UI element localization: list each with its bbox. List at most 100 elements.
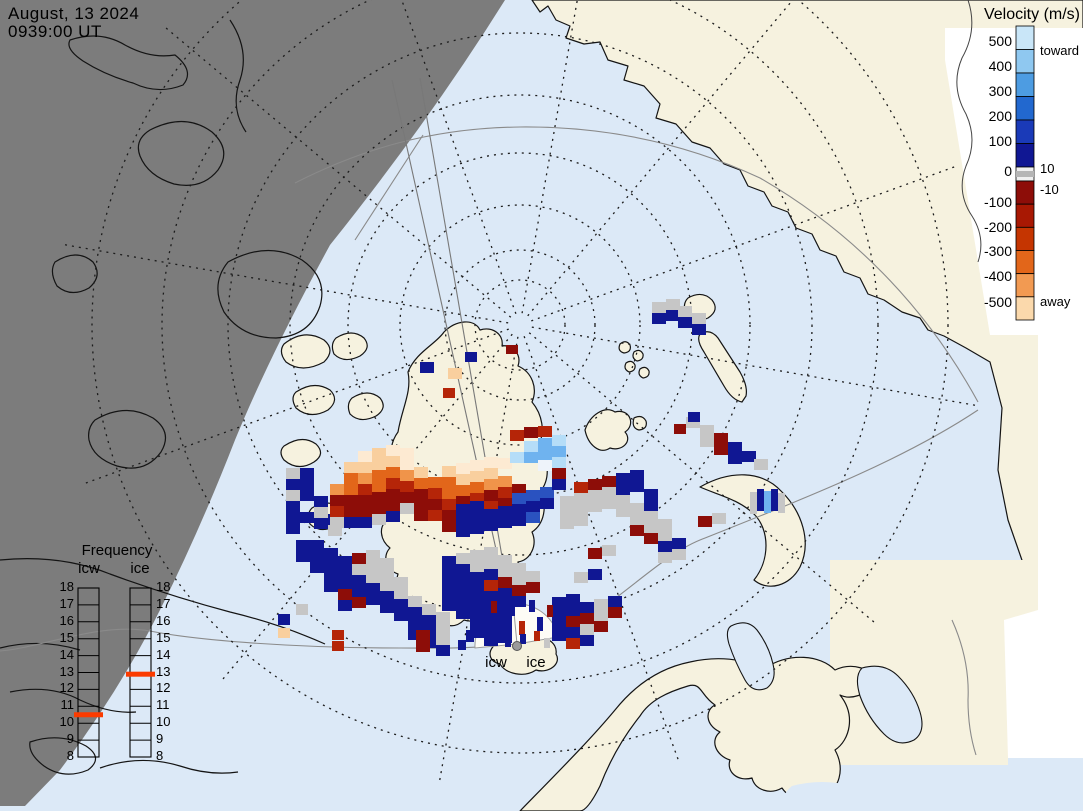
velocity-cell [652, 302, 666, 313]
mlt-spoke [527, 0, 794, 317]
water-details [726, 622, 1002, 811]
velocity-cell [366, 561, 380, 572]
velocity-cell [526, 501, 540, 512]
mlt-spoke [531, 166, 955, 322]
velocity-cell [456, 586, 470, 597]
velocity-cell [286, 512, 300, 523]
velocity-cell [456, 564, 470, 575]
velocity-cell [448, 368, 462, 379]
velocity-cell [484, 501, 498, 512]
velocity-cell [394, 599, 408, 610]
velocity-cell [386, 467, 400, 478]
velocity-cell [510, 430, 524, 441]
frequency-scale-value: 16 [156, 612, 171, 628]
velocity-cell [338, 589, 352, 600]
velocity-cell [286, 479, 300, 490]
velocity-cell [644, 500, 658, 511]
velocity-cell [456, 597, 470, 608]
velocity-cell [310, 540, 324, 551]
colorbar-away-label: away [1040, 294, 1071, 309]
frequency-scale-value: 11 [156, 697, 170, 713]
velocity-cell [498, 506, 512, 517]
velocity-cell [566, 594, 580, 605]
colorbar-cell-away [1015, 203, 1035, 228]
velocity-cell [526, 582, 540, 593]
velocity-cell [552, 446, 566, 457]
frequency-scale-value: 17 [156, 595, 171, 611]
velocity-cell [512, 585, 526, 596]
velocity-cell [470, 605, 484, 616]
colorbar-tick-label: 100 [988, 133, 1012, 149]
colorbar-tick-label: -100 [983, 194, 1012, 210]
outside-sea-corner [1008, 758, 1083, 811]
velocity-cell [380, 569, 394, 580]
velocity-cell [456, 496, 470, 507]
mlat-circle [474, 279, 566, 371]
velocity-cell [416, 641, 430, 652]
velocity-cell [456, 553, 470, 564]
velocity-cell [580, 613, 594, 624]
velocity-cell [330, 484, 344, 495]
velocity-cell [510, 452, 524, 463]
velocity-cell [750, 492, 757, 514]
velocity-cell [456, 515, 470, 526]
velocity-cell [330, 506, 344, 517]
velocity-cell [428, 510, 442, 521]
frequency-title: Frequency [81, 542, 153, 559]
velocity-cell [324, 581, 338, 592]
velocity-cell [674, 424, 686, 434]
velocity-cell [394, 610, 408, 621]
velocity-cell [672, 538, 686, 549]
velocity-cell [498, 476, 512, 487]
velocity-cell [484, 613, 498, 624]
gulf-bothnia [726, 622, 775, 691]
velocity-cell [630, 481, 644, 492]
colorbar-toward-label: toward [1040, 43, 1080, 58]
colorbar-cell-toward [1015, 119, 1035, 144]
frequency-gauges [74, 587, 155, 758]
velocity-cell [499, 619, 505, 633]
velocity-cell [324, 548, 338, 559]
frequency-marker-ice [126, 671, 155, 677]
velocity-cell [344, 517, 358, 528]
frequency-scale-value: 17 [59, 595, 74, 611]
velocity-cell [540, 487, 554, 498]
velocity-cell [498, 588, 512, 599]
velocity-cell [658, 530, 672, 541]
velocity-cell [552, 468, 566, 479]
frequency-scale-value: 12 [59, 680, 74, 696]
velocity-cell [520, 634, 526, 644]
velocity-cell [278, 628, 290, 638]
velocity-cell [588, 479, 602, 490]
frequency-scale-value: 14 [59, 646, 74, 662]
velocity-cell [372, 448, 386, 459]
velocity-cell [352, 586, 366, 597]
velocity-cell [466, 630, 474, 642]
mlat-circle [91, 0, 949, 754]
velocity-cell [484, 580, 498, 591]
velocity-cell [566, 616, 580, 627]
velocity-cell [658, 519, 672, 530]
velocity-cell [436, 645, 450, 656]
velocity-cell [644, 511, 658, 522]
night-terminator-shade [0, 0, 505, 806]
frequency-scale-value: 9 [156, 731, 164, 747]
velocity-cell [442, 578, 456, 589]
velocity-cell [300, 468, 314, 479]
velocity-cell [314, 518, 328, 529]
velocity-cell [338, 600, 352, 611]
velocity-cell [574, 572, 588, 583]
velocity-cell [692, 324, 706, 335]
velocity-cell [386, 500, 400, 511]
velocity-cell [526, 512, 540, 523]
velocity-cell [380, 580, 394, 591]
velocity-cell [408, 618, 422, 629]
colorbar-zero-core [1016, 171, 1034, 177]
velocity-cell [498, 487, 512, 498]
land-franz-josef [618, 341, 650, 379]
velocity-cell [278, 614, 290, 625]
velocity-cell [372, 514, 386, 525]
velocity-cell [456, 575, 470, 586]
velocity-cell [344, 473, 358, 484]
velocity-cell [512, 484, 526, 495]
